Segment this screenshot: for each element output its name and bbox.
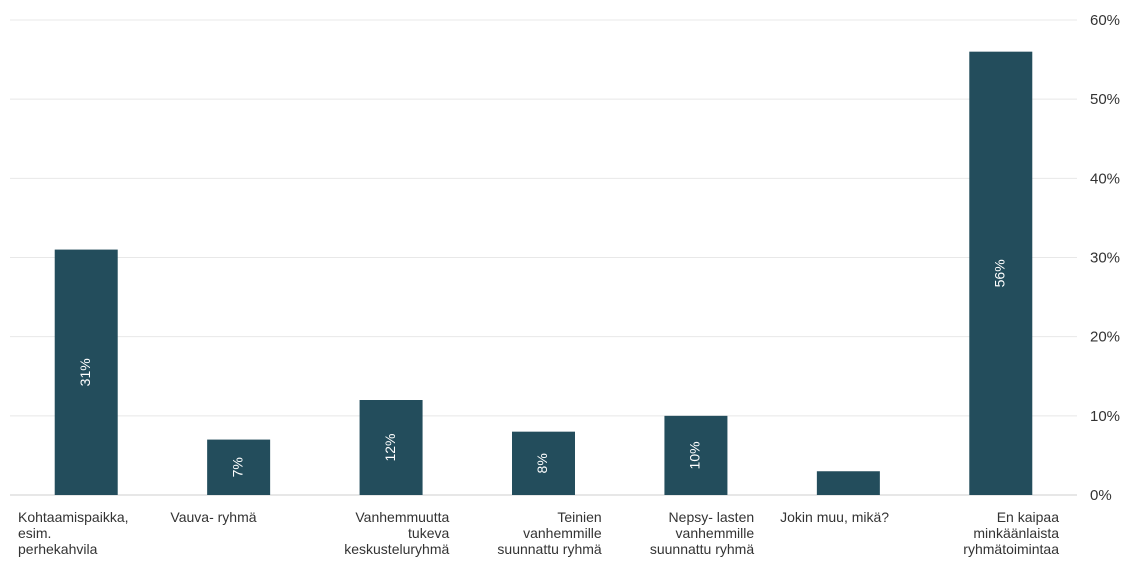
data-labels: 31% 7% 12% 8% 10% 56% (77, 259, 1008, 477)
gridlines (10, 19, 1077, 496)
data-label: 7% (229, 457, 245, 477)
category-label-line: suunnattu ryhmä (650, 541, 754, 557)
category-label-line: vanhemmille (676, 525, 755, 541)
data-label: 56% (991, 259, 1007, 287)
category-label: Kohtaamispaikka, esim. perhekahvila (18, 509, 129, 557)
bars (54, 51, 1033, 496)
y-tick-label: 60% (1090, 12, 1120, 29)
category-label: Vanhemmuutta tukeva keskusteluryhmä (344, 509, 449, 557)
category-label: Vauva- ryhmä (170, 509, 256, 525)
category-label: Nepsy- lasten vanhemmille suunnattu ryhmä (650, 509, 755, 557)
category-label-line: Nepsy- lasten (669, 509, 755, 525)
data-label: 31% (77, 358, 93, 386)
y-tick-label: 50% (1090, 91, 1120, 108)
y-tick-label: 30% (1090, 250, 1120, 267)
y-tick-label: 0% (1090, 487, 1112, 504)
y-tick-label: 10% (1090, 408, 1120, 425)
data-label: 10% (687, 441, 703, 469)
y-axis-ticks: 0% 10% 20% 30% 40% 50% 60% (1090, 12, 1120, 504)
bar[interactable] (969, 51, 1033, 496)
category-label: Teinien vanhemmille suunnattu ryhmä (497, 509, 602, 557)
bar[interactable] (512, 431, 575, 495)
bar[interactable] (54, 249, 118, 495)
bar[interactable] (207, 439, 271, 495)
bar[interactable] (664, 415, 728, 495)
x-axis-labels: Kohtaamispaikka, esim. perhekahvila Vauva- … (18, 509, 1059, 557)
category-label-line: keskusteluryhmä (344, 541, 449, 557)
y-tick-label: 20% (1090, 329, 1120, 346)
category-label: En kaipaa minkäänlaista ryhmätoimintaa (963, 509, 1059, 557)
category-label-line: Teinien (557, 509, 601, 525)
category-label-line: En kaipaa (997, 509, 1059, 525)
category-label-line: ryhmätoimintaa (963, 541, 1059, 557)
category-label-line: perhekahvila (18, 541, 98, 557)
category-label-line: Kohtaamispaikka, (18, 509, 129, 525)
category-label-line: Vanhemmuutta (355, 509, 449, 525)
category-label-line: suunnattu ryhmä (497, 541, 601, 557)
category-label-line: Vauva- ryhmä (170, 509, 256, 525)
category-label-line: tukeva (408, 525, 449, 541)
category-label-line: esim. (18, 525, 51, 541)
data-label: 12% (382, 433, 398, 461)
category-label-line: Jokin muu, mikä? (780, 509, 889, 525)
data-label: 8% (534, 453, 550, 473)
category-label: Jokin muu, mikä? (780, 509, 889, 525)
category-label-line: minkäänlaista (973, 525, 1059, 541)
category-label-line: vanhemmille (523, 525, 602, 541)
bar[interactable] (816, 471, 880, 495)
bar[interactable] (359, 400, 423, 495)
y-tick-label: 40% (1090, 170, 1120, 187)
